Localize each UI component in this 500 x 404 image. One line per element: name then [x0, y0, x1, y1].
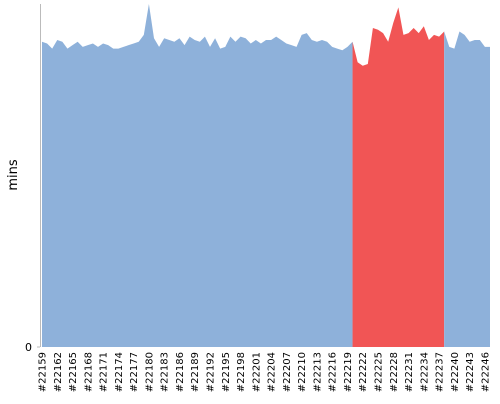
x-tick-label: #22159: [38, 352, 49, 392]
x-tick-label: #22213: [312, 352, 323, 392]
x-tick-label: #22171: [99, 352, 110, 392]
x-tick-label: #22228: [389, 352, 400, 392]
x-tick-label: #22210: [297, 352, 308, 392]
x-tick-label: #22192: [206, 352, 217, 392]
x-tick-label: #22186: [175, 352, 186, 392]
x-tick-label: #22174: [114, 352, 125, 392]
x-tick-label: #22183: [160, 352, 171, 392]
x-tick-label: #22222: [358, 352, 369, 392]
x-tick-label: #22231: [404, 352, 415, 392]
y-tick-label: 0: [25, 341, 32, 354]
x-tick-label: #22201: [251, 352, 262, 392]
area: [352, 7, 445, 348]
x-tick-label: #22207: [282, 352, 293, 392]
area: [42, 4, 353, 347]
x-tick-label: #22237: [435, 352, 446, 392]
x-tick-label: #22195: [221, 352, 232, 392]
x-tick-label: #22198: [236, 352, 247, 392]
x-tick-label: #22162: [53, 352, 64, 392]
x-tick-label: #22240: [450, 352, 461, 392]
x-tick-label: #22204: [267, 352, 278, 392]
x-tick-label: #22234: [419, 352, 430, 392]
x-tick-label: #22189: [190, 352, 201, 392]
x-tick-label: #22165: [68, 352, 79, 392]
x-tick-label: #22219: [343, 352, 354, 392]
x-tick-label: #22168: [83, 352, 94, 392]
area: [444, 31, 490, 347]
x-tick-label: #22225: [374, 352, 385, 392]
x-tick-label: #22246: [480, 352, 491, 392]
x-tick-label: #22216: [328, 352, 339, 392]
y-axis-label: mins: [6, 159, 21, 191]
x-tick-label: #22180: [144, 352, 155, 392]
x-tick-label: #22177: [129, 352, 140, 392]
x-tick-label: #22243: [465, 352, 476, 392]
